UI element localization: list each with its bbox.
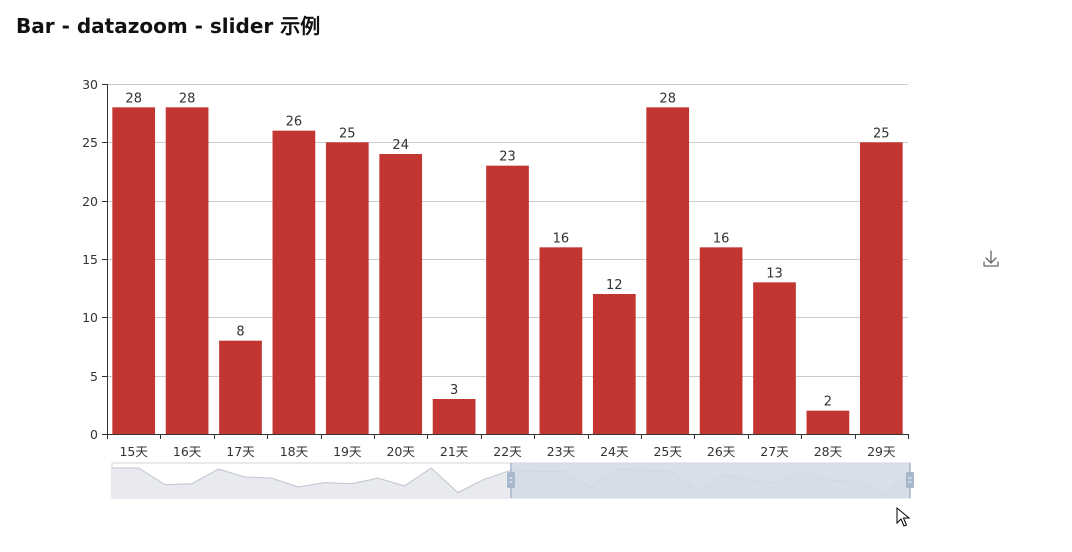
y-tick-label: 30 xyxy=(82,77,98,92)
data-label: 2 xyxy=(824,395,832,410)
bar[interactable] xyxy=(539,247,583,434)
bar[interactable] xyxy=(592,294,636,434)
bar[interactable] xyxy=(325,142,369,435)
bar[interactable] xyxy=(272,130,316,434)
download-icon[interactable] xyxy=(980,248,1002,270)
data-label: 23 xyxy=(499,150,516,165)
slider-left-handle[interactable] xyxy=(507,472,515,488)
bar[interactable] xyxy=(379,154,423,434)
bar[interactable] xyxy=(699,247,743,434)
data-label: 28 xyxy=(125,91,142,106)
bar[interactable] xyxy=(806,410,850,434)
axes: 0 5 10 15 20 25 30 15天 16天 17天 18天 19天 20天 21天 22天 23天 2… xyxy=(82,77,909,459)
data-label: 28 xyxy=(659,91,676,106)
x-tick-label: 19天 xyxy=(333,444,362,459)
data-label: 28 xyxy=(179,91,196,106)
x-tick-label: 15天 xyxy=(119,444,148,459)
mouse-cursor-icon xyxy=(896,506,912,529)
bar[interactable] xyxy=(486,165,529,434)
data-label: 24 xyxy=(392,138,409,153)
data-label: 25 xyxy=(339,126,356,141)
y-tick-label: 5 xyxy=(90,369,98,384)
x-tick-label: 26天 xyxy=(707,444,736,459)
bar[interactable] xyxy=(165,107,209,434)
page-title: Bar - datazoom - slider 示例 xyxy=(16,14,321,38)
data-label: 25 xyxy=(873,126,890,141)
x-tick-label: 20天 xyxy=(386,444,415,459)
x-tick-label: 28天 xyxy=(814,444,843,459)
data-labels: 28 28 8 26 25 24 3 23 16 12 28 16 13 2 25 xyxy=(125,91,889,409)
data-label: 26 xyxy=(286,115,303,130)
data-label: 13 xyxy=(766,266,783,281)
bar[interactable] xyxy=(646,107,690,434)
x-tick-label: 25天 xyxy=(653,444,682,459)
data-label: 12 xyxy=(606,278,623,293)
y-tick-label: 20 xyxy=(82,194,98,209)
x-tick-label: 16天 xyxy=(173,444,202,459)
x-tick-label: 23天 xyxy=(547,444,576,459)
data-label: 8 xyxy=(236,325,244,340)
x-tick-label: 24天 xyxy=(600,444,629,459)
y-tick-label: 25 xyxy=(82,135,98,150)
slider-right-handle[interactable] xyxy=(906,472,914,488)
y-tick-label: 15 xyxy=(82,252,98,267)
y-tick-label: 10 xyxy=(82,310,98,325)
bar[interactable] xyxy=(432,399,476,434)
datazoom-slider[interactable] xyxy=(111,462,914,499)
slider-selected-range[interactable] xyxy=(511,463,910,498)
x-tick-label: 17天 xyxy=(226,444,255,459)
y-tick-label: 0 xyxy=(90,427,98,442)
data-label: 3 xyxy=(450,383,458,398)
x-tick-label: 21天 xyxy=(440,444,469,459)
x-tick-label: 29天 xyxy=(867,444,896,459)
x-tick-label: 22天 xyxy=(493,444,522,459)
bar[interactable] xyxy=(219,340,262,434)
data-label: 16 xyxy=(713,231,730,246)
x-tick-label: 27天 xyxy=(760,444,789,459)
data-label: 16 xyxy=(553,231,570,246)
bar[interactable] xyxy=(753,282,796,434)
bars[interactable] xyxy=(112,107,903,435)
bar[interactable] xyxy=(859,142,903,435)
bar[interactable] xyxy=(112,107,156,434)
x-tick-label: 18天 xyxy=(280,444,309,459)
